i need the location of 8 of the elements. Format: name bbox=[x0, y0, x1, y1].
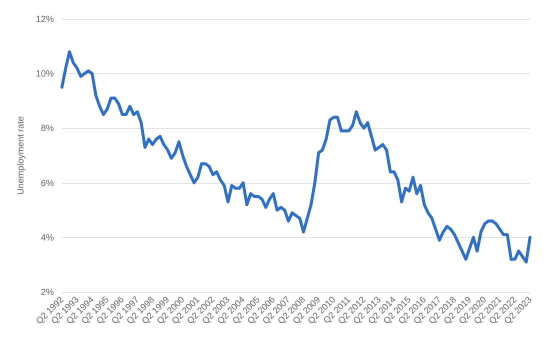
y-axis-title: Unemployment rate bbox=[16, 116, 26, 195]
y-tick-label: 6% bbox=[40, 178, 54, 188]
y-tick-label: 12% bbox=[36, 14, 54, 24]
line-series bbox=[60, 50, 532, 264]
y-tick-label: 4% bbox=[40, 232, 54, 242]
y-tick-label: 2% bbox=[40, 287, 54, 297]
y-tick-label: 8% bbox=[40, 123, 54, 134]
y-tick-label: 10% bbox=[36, 68, 54, 79]
